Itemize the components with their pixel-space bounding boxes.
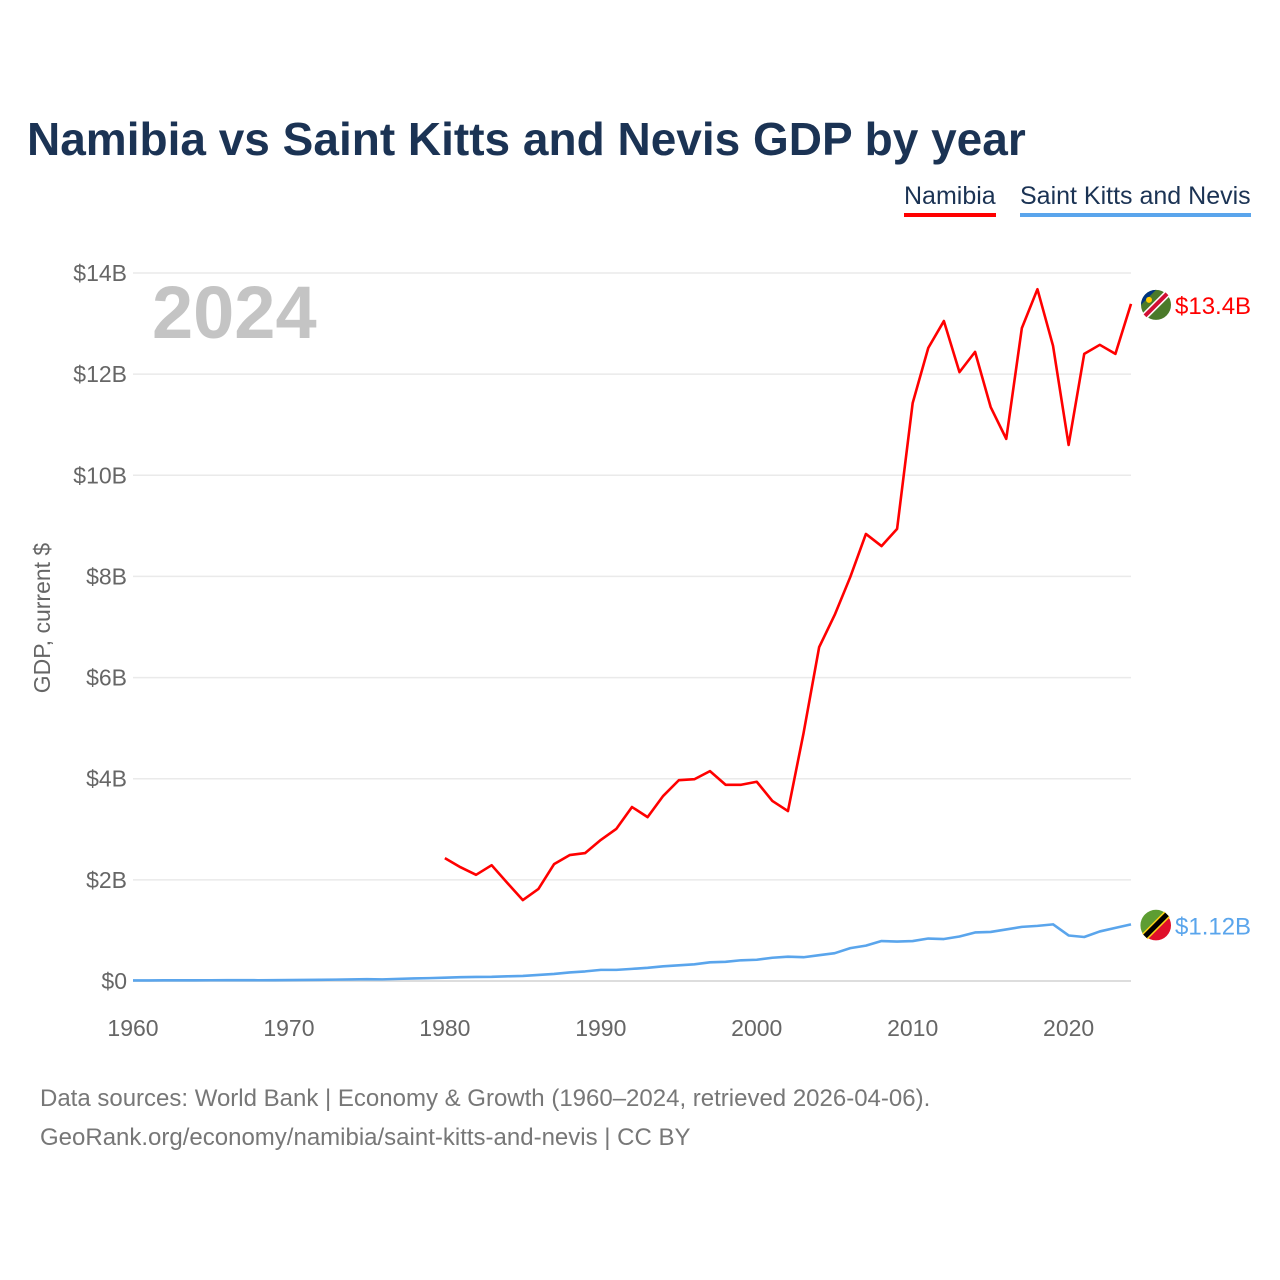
legend-item-namibia[interactable]: Namibia xyxy=(904,182,996,217)
year-watermark: 2024 xyxy=(152,271,317,354)
x-tick-label: 1980 xyxy=(419,1015,470,1041)
flag-stripe xyxy=(1143,292,1169,318)
series-line-namibia xyxy=(444,287,1133,902)
x-tick-label: 1960 xyxy=(107,1015,158,1041)
y-axis-label: GDP, current $ xyxy=(29,543,55,694)
x-tick-label: 1970 xyxy=(263,1015,314,1041)
y-tick-label: $8B xyxy=(86,563,127,589)
y-tick-label: $2B xyxy=(86,867,127,893)
source-url[interactable]: GeoRank.org/economy/namibia/saint-kitts-… xyxy=(40,1124,691,1151)
chart-title: Namibia vs Saint Kitts and Nevis GDP by … xyxy=(27,113,1026,165)
y-tick-label: $0 xyxy=(101,968,127,994)
y-tick-label: $10B xyxy=(73,462,127,488)
end-value-label: $1.12B xyxy=(1175,913,1251,940)
series-line-saint-kitts-and-nevis xyxy=(133,923,1132,982)
legend-item-saint-kitts-and-nevis[interactable]: Saint Kitts and Nevis xyxy=(1020,182,1251,217)
end-value-label: $13.4B xyxy=(1175,293,1251,320)
source-line: Data sources: World Bank | Economy & Gro… xyxy=(40,1085,931,1112)
flag-stripe xyxy=(1143,912,1169,939)
flag-sun xyxy=(1146,296,1152,303)
y-tick-label: $4B xyxy=(86,766,127,792)
x-tick-label: 2010 xyxy=(887,1015,938,1041)
flag-icon xyxy=(1141,289,1171,320)
x-tick-label: 2000 xyxy=(731,1015,782,1041)
flag-icon xyxy=(1140,909,1171,941)
x-tick-label: 1990 xyxy=(575,1015,626,1041)
y-tick-label: $14B xyxy=(73,260,127,286)
x-tick-label: 2020 xyxy=(1043,1015,1094,1041)
y-tick-label: $12B xyxy=(73,361,127,387)
y-tick-label: $6B xyxy=(86,665,127,691)
